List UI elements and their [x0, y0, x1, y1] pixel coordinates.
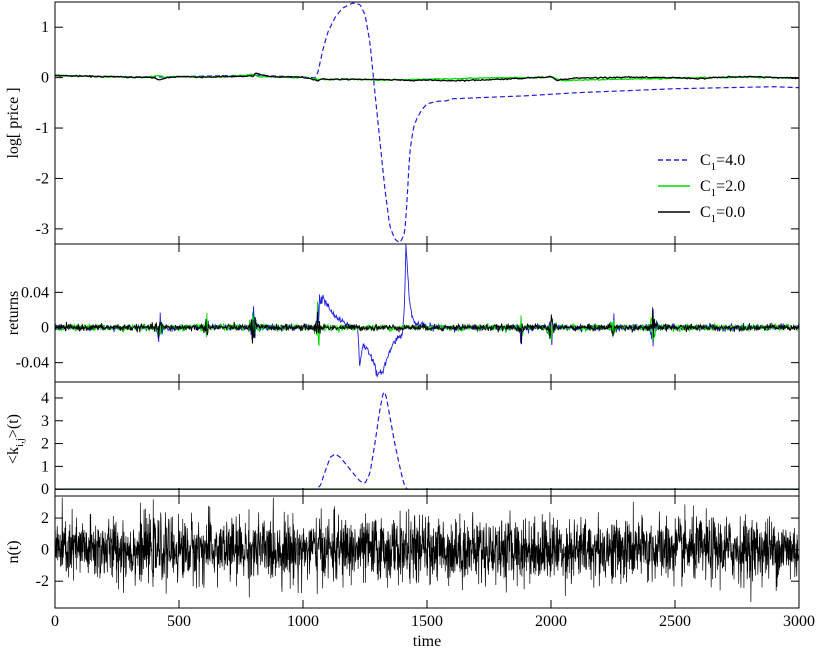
y-tick-label: -0.04	[16, 355, 49, 372]
panel-n-t: 2 0 -2 0 500 1000 1500 2000 2500 3000 n(t) time	[5, 495, 815, 650]
panel-n-t-axes: 2 0 -2 0 500 1000 1500 2000 2500 3000	[36, 496, 815, 630]
panel-log-price-axes: 1 0 -1 -2 -3	[36, 2, 800, 244]
legend-label-suffix: =4.0	[716, 152, 745, 169]
series-line-c4	[54, 2, 800, 244]
panel-returns-plot	[54, 244, 800, 377]
y-axis-label-k-ij: <ki,j>(t)	[5, 414, 26, 464]
y-tick-label: 1	[41, 19, 49, 36]
y-tick-label: -1	[36, 120, 49, 137]
legend-label-sub: 1	[711, 213, 717, 225]
panel-log-price-plot	[54, 2, 800, 244]
panel-k-ij-plot	[55, 390, 799, 490]
y-tick-label: 2	[41, 436, 49, 453]
legend-label-prefix: C	[700, 204, 711, 221]
legend: C1=4.0C1=2.0C1=0.0	[658, 152, 745, 225]
x-tick-label: 1000	[287, 613, 319, 630]
legend-label-c4: C1=4.0	[700, 152, 745, 173]
y-tick-label: 0	[41, 320, 49, 337]
y-axis-label-log-price: log[ price ]	[5, 87, 22, 158]
legend-label-prefix: C	[700, 152, 711, 169]
legend-label-suffix: =0.0	[716, 204, 745, 221]
series-line-c4	[54, 244, 800, 377]
y-axis-label-k-ij-prefix: <k	[5, 447, 22, 464]
panel-k-ij: 4 3 2 1 0 <ki,j>(t)	[5, 381, 800, 498]
y-tick-label: 0	[41, 70, 49, 87]
panel-k-ij-frame	[54, 381, 800, 497]
panel-k-ij-axes: 4 3 2 1 0	[41, 382, 800, 498]
x-tick-label: 500	[167, 613, 191, 630]
legend-label-sub: 1	[711, 187, 717, 199]
panel-returns-axes: 0.04 0 -0.04	[16, 244, 800, 382]
x-axis-label-time: time	[413, 633, 441, 650]
y-tick-label: 3	[41, 413, 49, 430]
legend-label-c0: C1=0.0	[700, 204, 745, 225]
y-tick-label: 4	[41, 390, 49, 407]
y-tick-label: -2	[36, 573, 49, 590]
y-tick-label: -2	[36, 170, 49, 187]
y-tick-label: -3	[36, 221, 49, 238]
x-tick-label: 2500	[659, 613, 691, 630]
series-line-noise	[54, 497, 800, 602]
y-axis-label-n-t: n(t)	[5, 540, 22, 563]
series-line-c0	[54, 308, 800, 345]
panel-returns-frame	[54, 243, 800, 383]
y-tick-label: 0	[41, 542, 49, 559]
y-tick-label: 1	[41, 458, 49, 475]
y-tick-label: 0	[41, 481, 49, 498]
y-axis-label-k-ij-sub: i,j	[14, 438, 26, 447]
x-tick-label: 0	[51, 613, 59, 630]
legend-label-suffix: =2.0	[716, 178, 745, 195]
series-line-c4	[55, 390, 799, 490]
panel-log-price: 10-1-2-3 log[ price ] C1=4.0C1=2.0C1=0.0	[5, 1, 800, 245]
series-line-c0	[54, 72, 800, 83]
x-tick-label: 2000	[535, 613, 567, 630]
x-tick-label: 3000	[783, 613, 815, 630]
series-line-c2	[54, 301, 800, 346]
y-tick-label: 2	[41, 510, 49, 527]
legend-label-sub: 1	[711, 161, 717, 173]
legend-label-c2: C1=2.0	[700, 178, 745, 199]
y-axis-label-returns: returns	[5, 291, 22, 335]
x-tick-label: 1500	[411, 613, 443, 630]
y-axis-label-k-ij-suffix: >(t)	[5, 414, 22, 438]
panel-n-t-plot	[54, 497, 800, 602]
panel-log-price-frame	[54, 1, 800, 245]
panel-returns: 0.04 0 -0.04 returns	[5, 243, 800, 383]
y-tick-label: 0.04	[21, 284, 49, 301]
legend-label-prefix: C	[700, 178, 711, 195]
